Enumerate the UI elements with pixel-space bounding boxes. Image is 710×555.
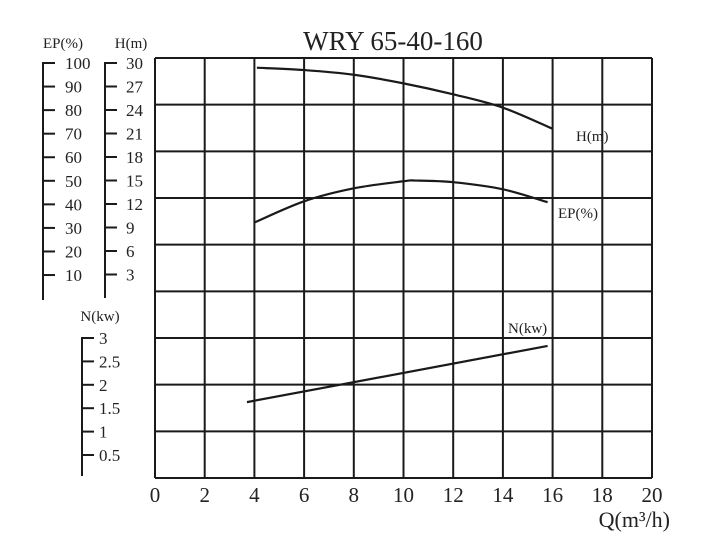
n-tick-label: 0.5 bbox=[99, 446, 120, 465]
ep-tick-label: 10 bbox=[65, 266, 82, 285]
h-tick-label: 27 bbox=[126, 78, 144, 97]
h-axis-label: H(m) bbox=[115, 36, 148, 52]
grid: 0 2 4 6 8 10 12 14 16 18 20 bbox=[150, 57, 663, 507]
x-tick-label: 4 bbox=[249, 483, 260, 507]
curve-ep bbox=[253, 179, 548, 224]
h-tick-label: 6 bbox=[126, 242, 135, 261]
x-axis-label: Q(m³/h) bbox=[599, 507, 670, 532]
x-tick-label: 14 bbox=[492, 483, 514, 507]
h-tick-label: 21 bbox=[126, 125, 143, 144]
n-tick-label: 3 bbox=[99, 329, 108, 348]
h-tick-label: 18 bbox=[126, 148, 143, 167]
curve-hm bbox=[256, 66, 554, 130]
ep-tick-label: 20 bbox=[65, 242, 82, 261]
axes: EP(%)100908070605040302010H(m)3027242118… bbox=[42, 36, 148, 476]
ep-tick-label: 30 bbox=[65, 219, 82, 238]
x-tick-label: 12 bbox=[443, 483, 464, 507]
x-tick-label: 6 bbox=[299, 483, 310, 507]
curve-label-hm: H(m) bbox=[576, 129, 609, 145]
h-tick-label: 12 bbox=[126, 195, 143, 214]
curve-label-nkw: N(kw) bbox=[508, 321, 547, 337]
ep-tick-label: 70 bbox=[65, 125, 82, 144]
n-tick-label: 1.5 bbox=[99, 399, 120, 418]
h-tick-label: 15 bbox=[126, 172, 143, 191]
x-tick-label: 8 bbox=[349, 483, 360, 507]
h-tick-label: 9 bbox=[126, 219, 135, 238]
n-tick-label: 1 bbox=[99, 423, 108, 442]
ep-tick-label: 90 bbox=[65, 78, 82, 97]
n-tick-label: 2.5 bbox=[99, 352, 120, 371]
h-tick-label: 30 bbox=[126, 54, 143, 73]
n-axis-label: N(kw) bbox=[80, 309, 119, 325]
n-tick-label: 2 bbox=[99, 376, 108, 395]
h-tick-label: 3 bbox=[126, 266, 135, 285]
ep-tick-label: 80 bbox=[65, 101, 82, 120]
ep-tick-label: 100 bbox=[65, 54, 91, 73]
x-tick-label: 18 bbox=[592, 483, 613, 507]
x-tick-label: 2 bbox=[199, 483, 210, 507]
curve-nkw bbox=[246, 344, 548, 404]
ep-tick-label: 40 bbox=[65, 195, 82, 214]
x-tick-label: 20 bbox=[642, 483, 663, 507]
ep-axis-label: EP(%) bbox=[43, 36, 83, 52]
x-tick-label: 16 bbox=[542, 483, 563, 507]
ep-tick-label: 60 bbox=[65, 148, 82, 167]
h-tick-label: 24 bbox=[126, 101, 144, 120]
curves: H(m) EP(%) N(kw) bbox=[246, 66, 609, 404]
curve-label-ep: EP(%) bbox=[558, 206, 598, 222]
ep-tick-label: 50 bbox=[65, 172, 82, 191]
x-tick-label: 0 bbox=[150, 483, 161, 507]
chart-title: WRY 65-40-160 bbox=[303, 26, 483, 56]
x-tick-label: 10 bbox=[393, 483, 414, 507]
